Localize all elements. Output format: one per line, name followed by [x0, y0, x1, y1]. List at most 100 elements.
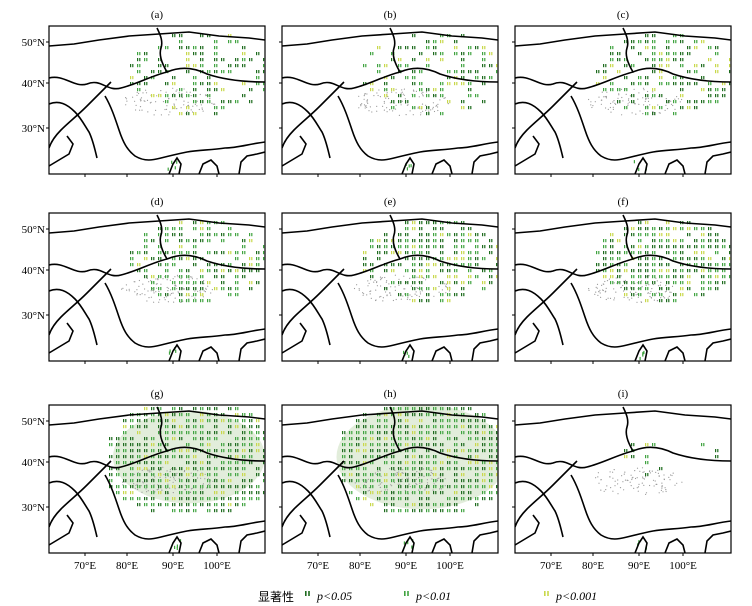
- sig-mark: [209, 473, 211, 477]
- sig-mark: [193, 52, 195, 56]
- sig-mark: [435, 52, 437, 56]
- sig-mark: [482, 287, 484, 291]
- stipple-dot: [660, 489, 662, 491]
- sig-mark: [456, 503, 458, 507]
- stipple-dot: [400, 92, 402, 94]
- sig-mark: [496, 485, 498, 489]
- sig-mark: [235, 491, 237, 495]
- sig-mark: [468, 275, 470, 279]
- sig-mark: [410, 164, 412, 168]
- sig-mark: [475, 275, 477, 279]
- sig-mark: [610, 52, 612, 56]
- stipple-dot: [649, 295, 651, 298]
- sig-mark: [654, 233, 656, 237]
- sig-mark: [461, 497, 463, 501]
- sig-mark: [230, 455, 232, 459]
- sig-mark: [244, 437, 246, 441]
- sig-mark: [673, 245, 675, 249]
- sig-mark: [186, 275, 188, 279]
- stipple-dot: [405, 114, 407, 116]
- sig-mark: [694, 82, 696, 86]
- sig-mark: [391, 263, 393, 267]
- sig-mark: [603, 251, 605, 255]
- sig-mark: [186, 64, 188, 68]
- sig-mark: [610, 88, 612, 92]
- sig-mark: [356, 431, 358, 435]
- stipple-dot: [158, 301, 160, 303]
- sig-mark: [151, 257, 153, 261]
- sig-mark: [356, 425, 358, 429]
- sig-mark: [193, 64, 195, 68]
- sig-mark: [214, 497, 216, 501]
- sig-mark: [419, 287, 421, 291]
- sig-mark: [428, 257, 430, 261]
- sig-mark: [435, 227, 437, 231]
- sig-mark: [153, 70, 155, 74]
- sig-mark: [216, 70, 218, 74]
- sig-mark: [235, 485, 237, 489]
- sig-mark: [440, 239, 442, 243]
- sig-mark: [484, 58, 486, 62]
- stipple-dot: [174, 488, 176, 490]
- stipple-dot: [157, 488, 160, 490]
- lon-tick-label: 80°E: [582, 560, 604, 572]
- sig-mark: [146, 239, 148, 243]
- stipple-dot: [212, 480, 214, 482]
- sig-mark: [195, 479, 197, 483]
- sig-mark: [484, 257, 486, 261]
- sig-mark: [489, 443, 491, 447]
- stipple-dot: [194, 103, 196, 105]
- sig-mark: [398, 100, 400, 104]
- stipple-dot: [392, 110, 394, 112]
- stipple-dot: [165, 296, 167, 298]
- sig-mark: [624, 293, 626, 297]
- stipple-dot: [187, 289, 189, 291]
- sig-mark: [715, 94, 717, 98]
- sig-mark: [237, 485, 239, 489]
- sig-mark: [139, 455, 141, 459]
- sig-mark: [722, 263, 724, 267]
- stipple-dot: [407, 297, 409, 299]
- sig-mark: [214, 479, 216, 483]
- sig-mark: [407, 293, 409, 297]
- sig-mark: [491, 479, 493, 483]
- sig-mark: [447, 257, 449, 261]
- sig-mark: [202, 64, 204, 68]
- sig-mark: [454, 70, 456, 74]
- sig-mark: [405, 413, 407, 417]
- stipple-dot: [423, 468, 425, 470]
- sig-mark: [237, 287, 239, 291]
- sig-mark: [228, 70, 230, 74]
- stipple-dot: [625, 93, 627, 95]
- sig-mark: [398, 461, 400, 465]
- sig-mark: [461, 221, 463, 225]
- sig-mark: [412, 46, 414, 50]
- sig-mark: [435, 425, 437, 429]
- sig-mark: [207, 461, 209, 465]
- sig-mark: [139, 503, 141, 507]
- stipple-dot: [419, 293, 422, 295]
- sig-mark: [188, 461, 190, 465]
- stipple-dot: [164, 299, 166, 301]
- sig-mark: [223, 449, 225, 453]
- sig-mark: [456, 233, 458, 237]
- sig-mark: [153, 461, 155, 465]
- stipple-dot: [376, 92, 378, 94]
- sig-mark: [151, 461, 153, 465]
- sig-mark: [116, 473, 118, 477]
- map-area: [515, 405, 731, 553]
- sig-mark: [421, 233, 423, 237]
- sig-mark: [230, 509, 232, 513]
- sig-mark: [428, 425, 430, 429]
- sig-mark: [251, 455, 253, 459]
- sig-mark: [442, 509, 444, 513]
- sig-mark: [447, 455, 449, 459]
- sig-mark: [680, 106, 682, 110]
- sig-mark: [118, 455, 120, 459]
- sig-mark: [470, 431, 472, 435]
- sig-mark: [200, 299, 202, 303]
- stipple-dot: [202, 296, 204, 298]
- sig-mark: [386, 82, 388, 86]
- sig-mark: [659, 70, 661, 74]
- sig-mark: [654, 40, 656, 44]
